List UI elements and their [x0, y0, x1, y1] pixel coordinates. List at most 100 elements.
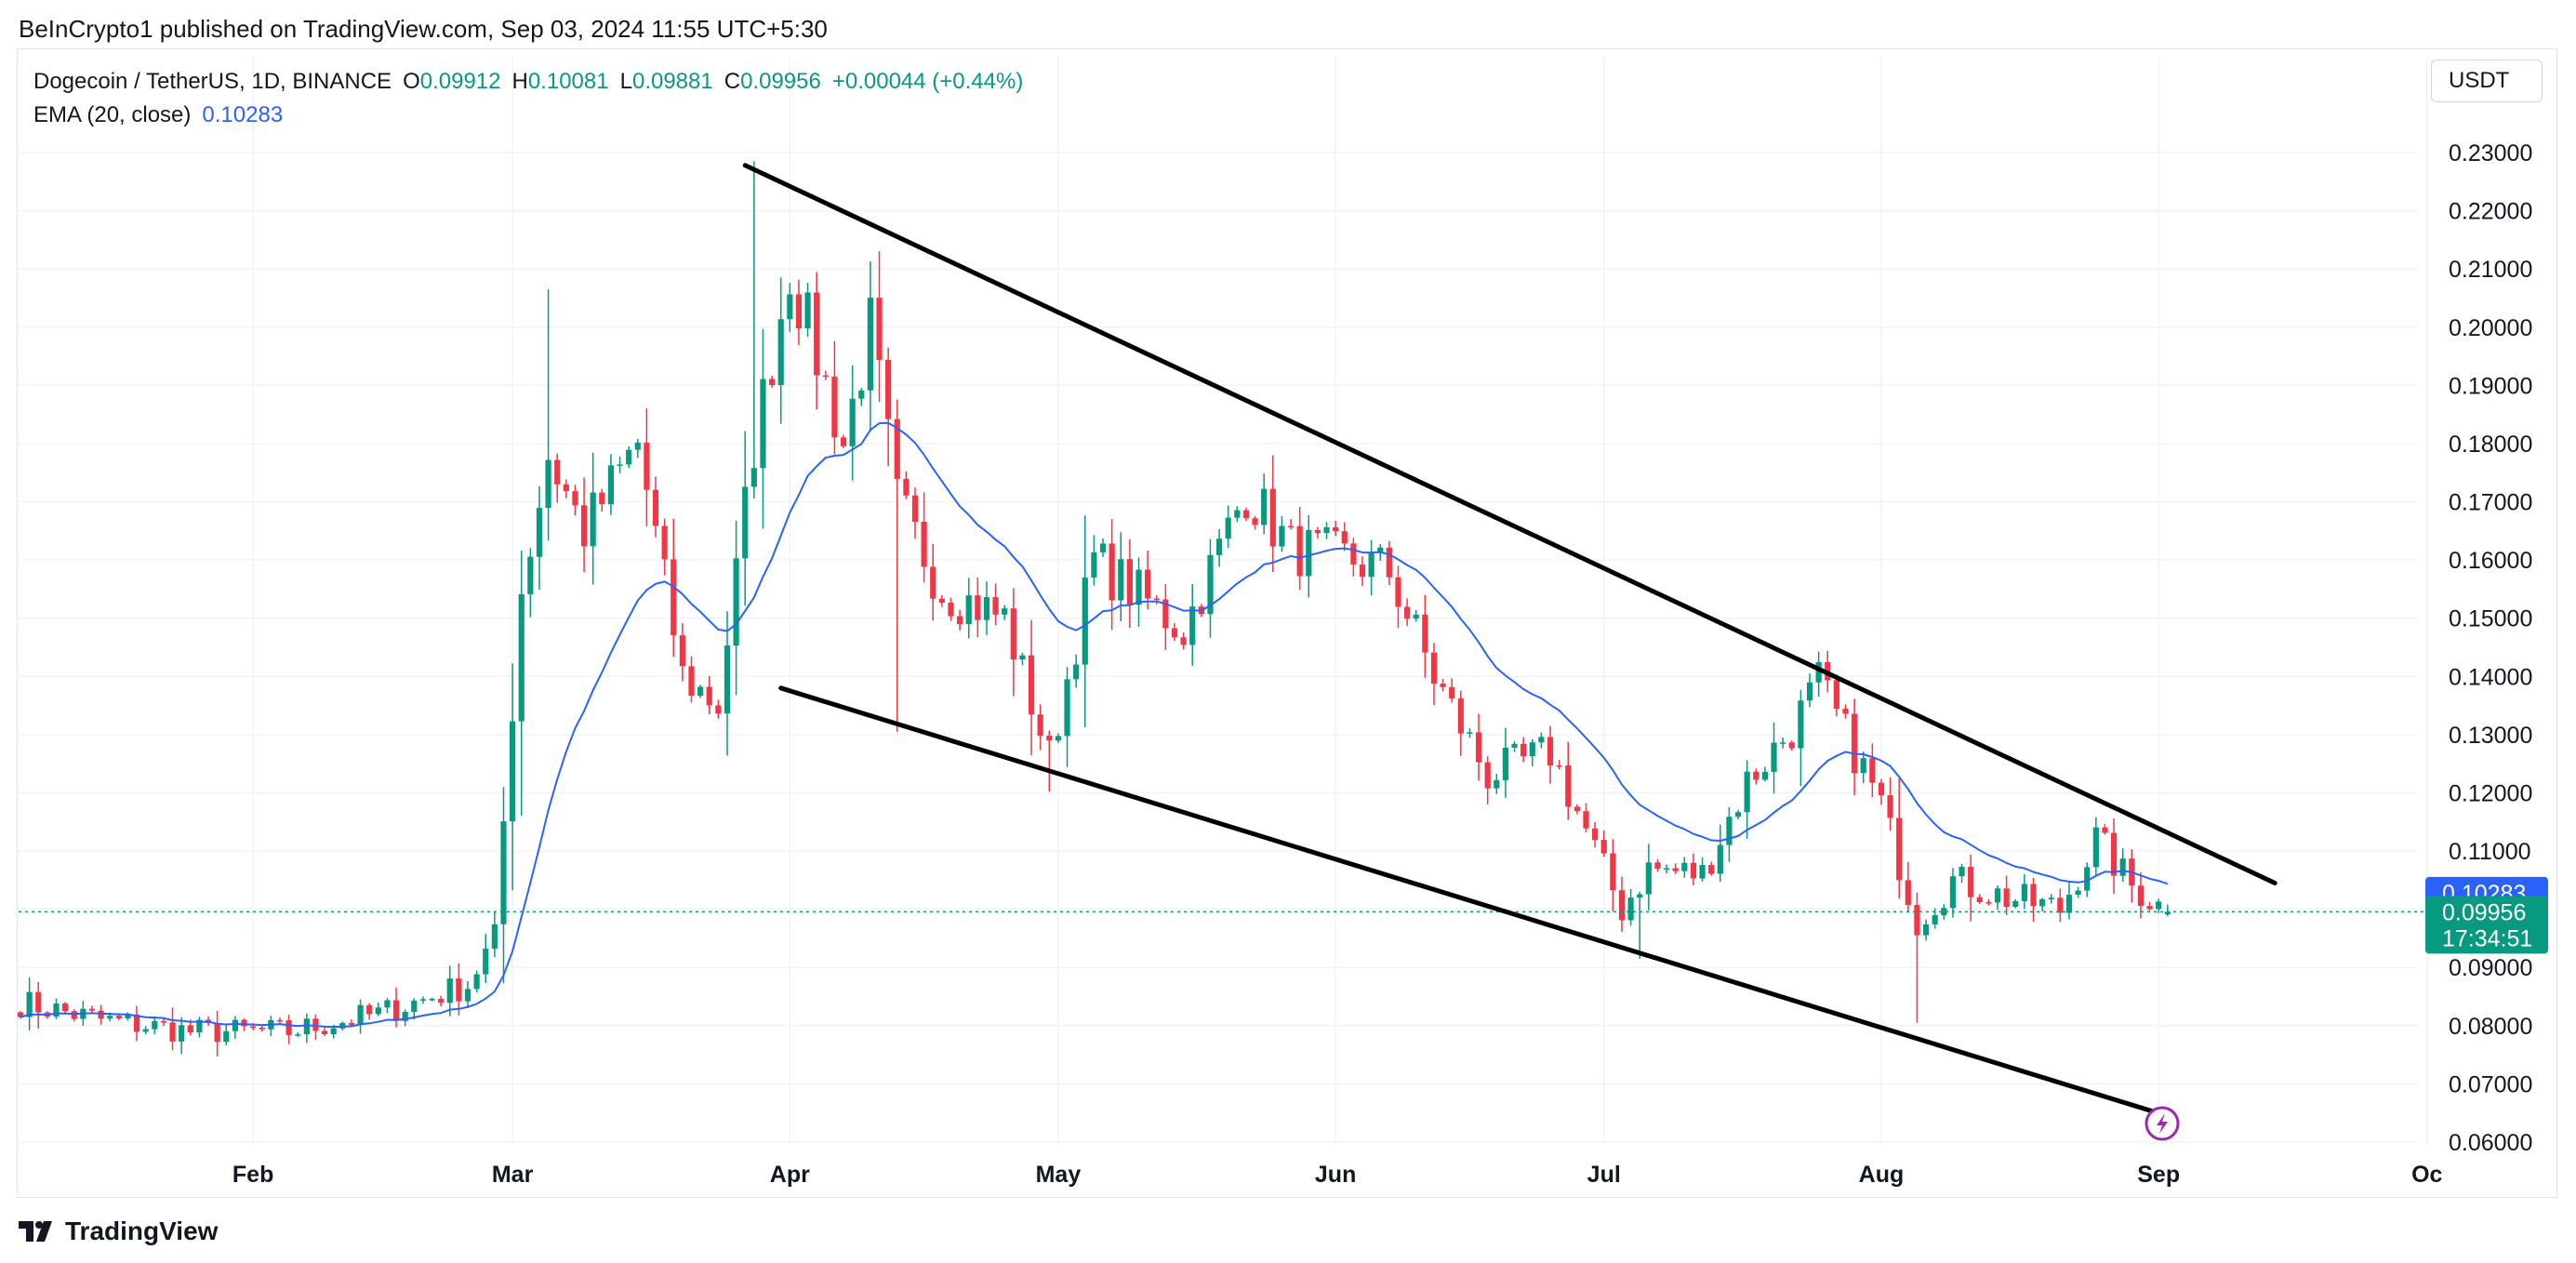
- candle: [1842, 704, 1849, 719]
- candle-body: [321, 1030, 328, 1035]
- candle: [1887, 777, 1893, 831]
- legend-high-value: 0.10081: [527, 69, 609, 94]
- candle: [1600, 830, 1607, 858]
- candle-body: [992, 597, 999, 615]
- candle: [1449, 678, 1455, 703]
- candle: [1878, 778, 1885, 805]
- candle: [626, 445, 632, 469]
- candle-body: [527, 556, 534, 594]
- candle-body: [2003, 888, 2010, 907]
- tradingview-logo-icon: [19, 1221, 52, 1242]
- candle-body: [1287, 525, 1295, 528]
- candle-body: [1618, 890, 1626, 921]
- candle-body: [1565, 765, 1572, 807]
- candle: [1333, 521, 1339, 537]
- candle-body: [133, 1014, 140, 1032]
- candle-body: [35, 991, 42, 1013]
- candle-body: [1350, 543, 1357, 565]
- candle-body: [1306, 529, 1312, 577]
- alert-lightning-icon[interactable]: [2144, 1106, 2180, 1141]
- candle: [366, 1003, 373, 1020]
- candle: [2102, 823, 2108, 835]
- candle: [1717, 824, 1723, 882]
- candle-body: [706, 686, 712, 706]
- candle: [2146, 901, 2153, 911]
- candle: [2048, 894, 2054, 904]
- candle: [1430, 643, 1438, 706]
- candle-body: [1073, 664, 1080, 680]
- candle: [1422, 594, 1428, 678]
- candle: [652, 476, 659, 538]
- candle: [312, 1014, 319, 1041]
- candle: [1645, 844, 1652, 911]
- candle: [1242, 507, 1250, 522]
- candle-body: [1753, 771, 1759, 780]
- candle: [483, 934, 489, 983]
- candle: [1395, 565, 1401, 629]
- candle: [965, 578, 972, 639]
- candle-body: [1333, 526, 1339, 532]
- candle-body: [965, 595, 972, 625]
- candle-body: [750, 468, 757, 487]
- candle-body: [1126, 559, 1133, 605]
- currency-button[interactable]: USDT: [2431, 60, 2543, 102]
- y-tick-label: 0.20000: [2449, 315, 2532, 341]
- candle: [2039, 897, 2046, 911]
- candle: [885, 347, 892, 467]
- candle: [1261, 473, 1268, 535]
- candle-body: [554, 459, 561, 485]
- legend-symbol[interactable]: Dogecoin / TetherUS, 1D, BINANCE: [33, 69, 392, 94]
- candle: [1323, 522, 1330, 539]
- candle: [1126, 538, 1133, 628]
- candle: [992, 583, 999, 626]
- candle: [456, 963, 462, 1016]
- legend-close-label: C: [724, 69, 741, 94]
- legend-open-value: 0.09912: [419, 69, 501, 94]
- candle: [1896, 778, 1903, 899]
- x-tick-label: Feb: [232, 1162, 273, 1188]
- candle: [473, 970, 480, 993]
- candle-body: [572, 491, 578, 506]
- candle: [1145, 551, 1151, 610]
- candle-body: [330, 1028, 337, 1035]
- candle-body: [142, 1029, 149, 1032]
- candle: [1279, 516, 1285, 552]
- candle-body: [1359, 564, 1366, 578]
- candle: [17, 1011, 24, 1019]
- candle: [35, 981, 42, 1029]
- candle: [1404, 598, 1411, 627]
- y-tick-label: 0.21000: [2449, 257, 2532, 283]
- candle-body: [473, 974, 480, 990]
- candle-body: [1815, 661, 1822, 683]
- candle-body: [715, 705, 722, 714]
- candle: [1368, 539, 1374, 596]
- candle-body: [652, 489, 659, 526]
- candle-body: [867, 298, 873, 391]
- y-tick-label: 0.16000: [2449, 548, 2532, 574]
- candle-body: [71, 1011, 77, 1019]
- candle: [1287, 519, 1295, 530]
- y-tick-label: 0.23000: [2449, 140, 2532, 166]
- candle: [1511, 741, 1518, 752]
- candle: [742, 431, 749, 606]
- candle-body: [1145, 569, 1151, 599]
- candle-body: [429, 999, 435, 1001]
- candle: [1118, 532, 1124, 622]
- candle: [88, 1005, 96, 1014]
- candle-body: [2110, 832, 2118, 876]
- candle-body: [822, 375, 829, 378]
- candle-body: [2057, 897, 2064, 913]
- candle-body: [1404, 606, 1411, 619]
- candle: [957, 609, 963, 631]
- current-price-badge-label: 0.09956: [2442, 899, 2526, 925]
- candle-body: [590, 492, 596, 547]
- candle: [1484, 756, 1491, 805]
- legend-ema-label[interactable]: EMA (20, close): [33, 102, 192, 127]
- tradingview-footer[interactable]: TradingView: [19, 1215, 218, 1248]
- candle-body: [1690, 862, 1697, 879]
- candle-body: [1457, 698, 1464, 734]
- candle-body: [187, 1025, 193, 1033]
- candle: [1010, 588, 1016, 697]
- candle-body: [419, 999, 426, 1001]
